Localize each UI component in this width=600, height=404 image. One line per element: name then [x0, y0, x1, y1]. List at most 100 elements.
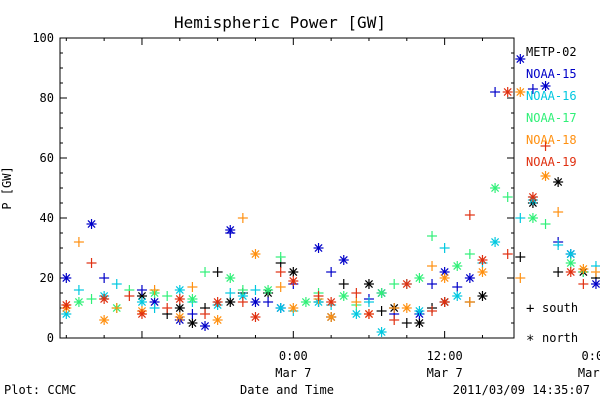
- marker-legend-south-symbol: +: [526, 301, 534, 317]
- data-point-south: [200, 309, 211, 319]
- data-point-south: [363, 297, 374, 307]
- data-point-north: [376, 327, 387, 337]
- data-point-north: [565, 249, 576, 259]
- data-point-south: [162, 303, 173, 313]
- legend-entry: NOAA-19: [526, 155, 577, 169]
- footer-plot-credit: Plot: CCMC: [4, 383, 76, 397]
- data-point-north: [288, 267, 299, 277]
- data-point-north: [86, 219, 97, 229]
- y-tick-label: 80: [40, 91, 54, 105]
- data-point-north: [61, 273, 72, 283]
- data-point-south: [427, 231, 438, 241]
- data-point-north: [527, 192, 538, 202]
- data-point-north: [502, 87, 513, 97]
- data-point-south: [590, 267, 600, 277]
- data-point-south: [187, 282, 198, 292]
- chart-title: Hemispheric Power [GW]: [174, 13, 386, 32]
- data-point-south: [111, 279, 122, 289]
- legend-entry: NOAA-17: [526, 111, 577, 125]
- data-point-south: [553, 267, 564, 277]
- legend: METP-02 NOAA-15 NOAA-16 NOAA-17 NOAA-18 NOAA-…: [526, 45, 577, 169]
- data-point-north: [250, 312, 261, 322]
- y-tick-label: 20: [40, 271, 54, 285]
- data-point-south: [389, 279, 400, 289]
- data-point-north: [212, 315, 223, 325]
- data-point-north: [313, 243, 324, 253]
- data-point-south: [263, 297, 274, 307]
- data-point-south: [275, 267, 286, 277]
- data-point-south: [401, 318, 412, 328]
- data-point-south: [99, 273, 110, 283]
- data-point-south: [439, 243, 450, 253]
- data-point-south: [124, 291, 135, 301]
- data-point-south: [237, 213, 248, 223]
- legend-entry: METP-02: [526, 45, 577, 59]
- x-tick-label-date: Mar 7: [275, 366, 311, 380]
- x-axis-label: Date and Time: [240, 383, 334, 397]
- data-point-north: [477, 291, 488, 301]
- data-point-south: [237, 285, 248, 295]
- data-point-south: [553, 240, 564, 250]
- x-tick-label-time: 0:00: [279, 349, 308, 363]
- data-point-south: [502, 249, 513, 259]
- data-point-south: [212, 267, 223, 277]
- legend-entry: NOAA-16: [526, 89, 577, 103]
- x-tick-label-time: 12:00: [427, 349, 463, 363]
- data-point-north: [136, 297, 147, 307]
- data-point-north: [578, 264, 589, 274]
- x-tick-label-date: Mar 8: [578, 366, 600, 380]
- data-point-north: [553, 177, 564, 187]
- data-point-south: [111, 303, 122, 313]
- data-point-north: [99, 294, 110, 304]
- data-point-north: [73, 297, 84, 307]
- data-point-north: [452, 291, 463, 301]
- data-point-north: [187, 294, 198, 304]
- y-axis-label: P [GW]: [0, 166, 14, 209]
- data-point-south: [338, 279, 349, 289]
- data-point-south: [86, 258, 97, 268]
- y-tick-label: 40: [40, 211, 54, 225]
- y-tick-label: 0: [47, 331, 54, 345]
- data-point-north: [363, 309, 374, 319]
- data-point-north: [263, 285, 274, 295]
- data-point-south: [250, 285, 261, 295]
- legend-entry: NOAA-18: [526, 133, 577, 147]
- data-point-north: [99, 315, 110, 325]
- data-point-south: [313, 291, 324, 301]
- data-point-south: [73, 285, 84, 295]
- data-point-north: [326, 297, 337, 307]
- data-point-south: [515, 273, 526, 283]
- data-point-north: [288, 276, 299, 286]
- data-point-north: [338, 255, 349, 265]
- data-point-north: [490, 237, 501, 247]
- data-point-north: [338, 291, 349, 301]
- y-tick-label: 100: [32, 31, 54, 45]
- data-point-north: [225, 297, 236, 307]
- data-point-south: [389, 315, 400, 325]
- data-point-north: [490, 183, 501, 193]
- marker-legend-north-symbol: *: [526, 333, 534, 349]
- data-point-north: [527, 213, 538, 223]
- data-point-south: [427, 279, 438, 289]
- y-tick-label: 60: [40, 151, 54, 165]
- data-point-south: [427, 306, 438, 316]
- data-point-south: [490, 87, 501, 97]
- data-point-north: [565, 258, 576, 268]
- data-point-north: [477, 255, 488, 265]
- data-point-north: [401, 279, 412, 289]
- data-point-south: [578, 279, 589, 289]
- data-point-south: [237, 297, 248, 307]
- data-point-south: [86, 294, 97, 304]
- data-point-south: [73, 237, 84, 247]
- data-points: [61, 54, 600, 337]
- data-point-north: [515, 54, 526, 64]
- data-point-north: [187, 318, 198, 328]
- marker-legend-south-label: south: [542, 301, 578, 315]
- data-point-south: [351, 297, 362, 307]
- data-point-north: [414, 318, 425, 328]
- data-point-south: [427, 261, 438, 271]
- data-point-south: [540, 219, 551, 229]
